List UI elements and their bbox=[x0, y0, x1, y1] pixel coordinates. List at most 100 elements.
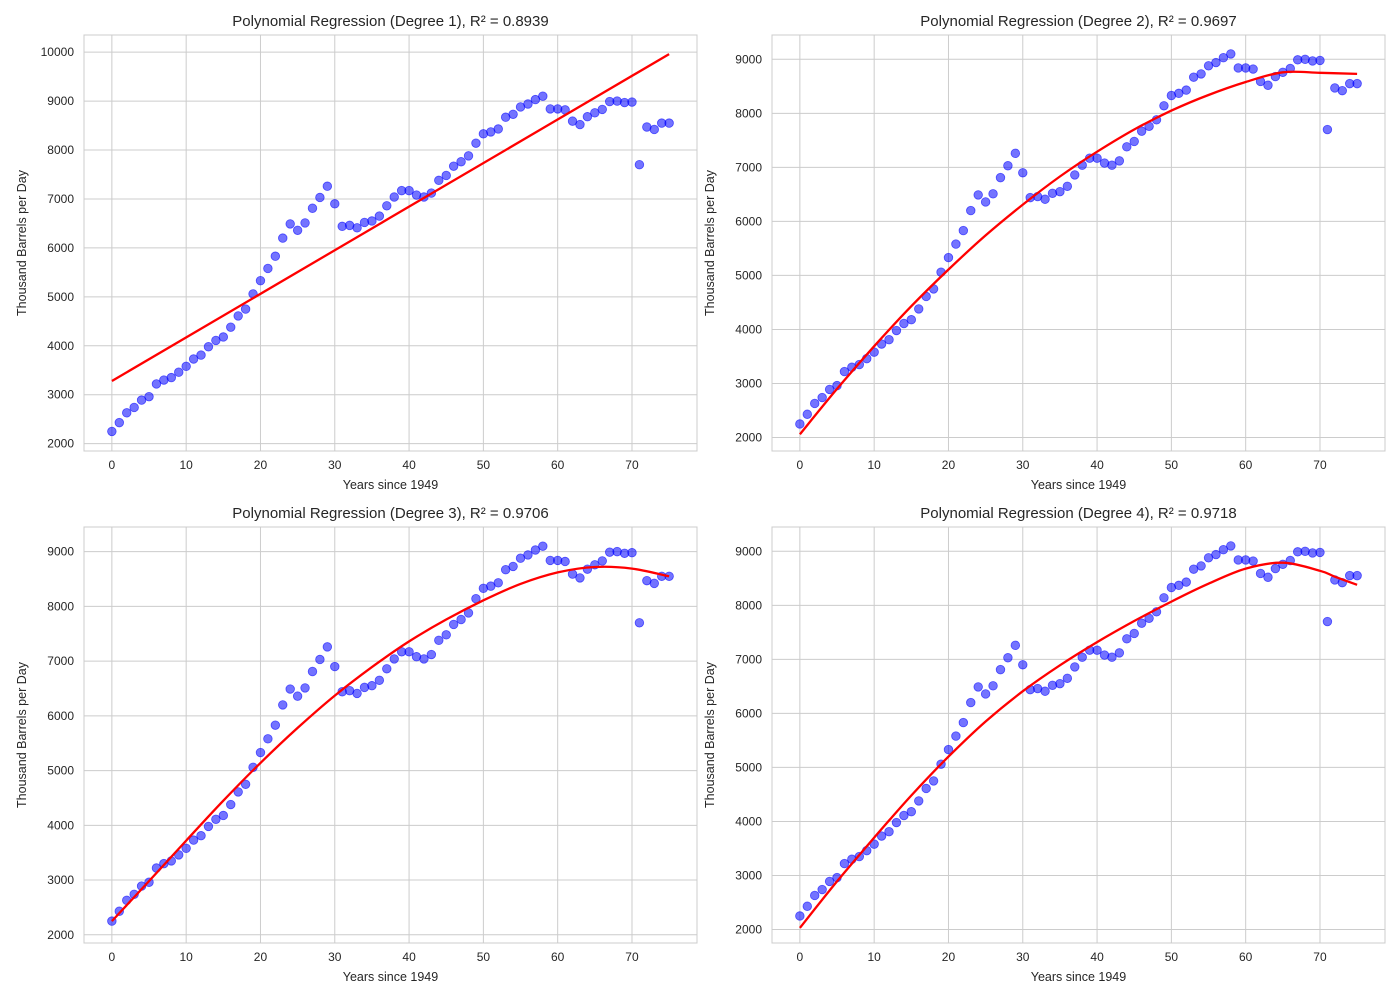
data-point bbox=[1114, 156, 1125, 166]
regression-curve bbox=[111, 53, 670, 382]
x-tick-label: 0 bbox=[797, 950, 804, 964]
data-point bbox=[1322, 124, 1333, 135]
x-tick-label: 60 bbox=[551, 458, 565, 472]
y-tick-label: 7000 bbox=[47, 654, 74, 668]
y-tick-label: 2000 bbox=[47, 437, 74, 451]
data-point bbox=[597, 556, 607, 566]
data-point bbox=[1211, 57, 1221, 68]
y-tick-label: 9000 bbox=[735, 544, 762, 558]
data-point bbox=[928, 776, 939, 786]
data-point bbox=[151, 379, 162, 389]
data-point bbox=[1136, 126, 1147, 136]
y-tick-label: 5000 bbox=[47, 290, 74, 304]
data-point bbox=[1129, 628, 1139, 639]
data-point bbox=[634, 618, 645, 628]
data-point bbox=[1092, 153, 1102, 163]
data-point bbox=[980, 197, 991, 207]
x-tick-label: 60 bbox=[1239, 458, 1253, 472]
data-point bbox=[1062, 181, 1073, 191]
data-point bbox=[1211, 549, 1221, 560]
data-point bbox=[322, 181, 333, 191]
y-tick-label: 4000 bbox=[47, 818, 74, 832]
y-tick-label: 8000 bbox=[47, 143, 74, 157]
data-point bbox=[1010, 640, 1021, 651]
data-point bbox=[144, 391, 154, 402]
y-tick-label: 2000 bbox=[735, 922, 762, 936]
data-point bbox=[300, 683, 310, 693]
data-point bbox=[1003, 653, 1013, 663]
plot-area bbox=[83, 34, 698, 452]
data-point bbox=[404, 185, 414, 196]
data-point bbox=[1107, 160, 1117, 170]
data-point bbox=[921, 783, 931, 794]
x-axis-label: Years since 1949 bbox=[1031, 478, 1126, 492]
data-point bbox=[278, 233, 288, 243]
data-point bbox=[226, 799, 236, 810]
data-point bbox=[1114, 648, 1125, 658]
data-points bbox=[107, 91, 674, 437]
data-point bbox=[1159, 101, 1169, 111]
data-point bbox=[1092, 645, 1102, 655]
data-point bbox=[988, 189, 998, 199]
y-tick-label: 7000 bbox=[47, 192, 74, 206]
regression-curve bbox=[799, 70, 1358, 436]
data-point bbox=[649, 124, 659, 135]
data-point bbox=[240, 304, 251, 314]
regression-curve bbox=[798, 561, 1358, 929]
y-axis-label: Thousand Barrels per Day bbox=[15, 169, 29, 316]
x-tick-label: 70 bbox=[625, 458, 639, 472]
y-tick-label: 9000 bbox=[47, 94, 74, 108]
data-point bbox=[943, 252, 954, 263]
data-point bbox=[1270, 563, 1281, 574]
x-tick-label: 0 bbox=[797, 458, 804, 472]
data-point bbox=[951, 239, 961, 249]
data-point bbox=[1315, 547, 1325, 558]
data-point bbox=[795, 911, 805, 921]
data-point bbox=[389, 654, 399, 664]
data-point bbox=[374, 211, 385, 221]
data-point bbox=[1018, 660, 1028, 670]
data-point bbox=[181, 843, 191, 854]
data-point bbox=[218, 810, 229, 821]
y-tick-label: 3000 bbox=[47, 873, 74, 887]
data-point bbox=[839, 366, 850, 377]
x-tick-label: 40 bbox=[402, 950, 416, 964]
data-point bbox=[278, 700, 288, 710]
data-point bbox=[951, 731, 961, 741]
data-point bbox=[174, 367, 184, 377]
x-axis-label: Years since 1949 bbox=[1031, 970, 1126, 984]
data-point bbox=[352, 223, 362, 233]
data-point bbox=[493, 124, 503, 134]
data-point bbox=[322, 642, 333, 652]
x-tick-label: 70 bbox=[1313, 950, 1327, 964]
data-point bbox=[973, 190, 983, 200]
data-point bbox=[810, 890, 820, 901]
y-tick-label: 8000 bbox=[735, 598, 762, 612]
regression-curve bbox=[111, 565, 670, 922]
y-tick-label: 10000 bbox=[41, 45, 75, 59]
data-point bbox=[315, 192, 325, 203]
data-point bbox=[906, 807, 917, 817]
data-point bbox=[824, 876, 835, 887]
data-point bbox=[899, 318, 909, 329]
data-point bbox=[211, 814, 221, 824]
data-point bbox=[1010, 148, 1021, 159]
data-point bbox=[352, 688, 362, 699]
data-point bbox=[839, 858, 850, 869]
panel-title: Polynomial Regression (Degree 1), R² = 0… bbox=[232, 13, 548, 30]
data-point bbox=[575, 119, 585, 130]
y-axis-label: Thousand Barrels per Day bbox=[703, 169, 717, 316]
data-point bbox=[389, 192, 399, 202]
data-point bbox=[995, 172, 1006, 183]
data-point bbox=[419, 654, 429, 664]
data-point bbox=[448, 161, 459, 171]
data-point bbox=[1003, 161, 1013, 171]
plot-area bbox=[771, 526, 1386, 944]
x-tick-label: 30 bbox=[328, 458, 342, 472]
data-point bbox=[471, 138, 481, 148]
data-point bbox=[1040, 686, 1050, 696]
y-tick-label: 5000 bbox=[735, 268, 762, 282]
data-point bbox=[441, 630, 451, 640]
data-point bbox=[114, 906, 124, 916]
